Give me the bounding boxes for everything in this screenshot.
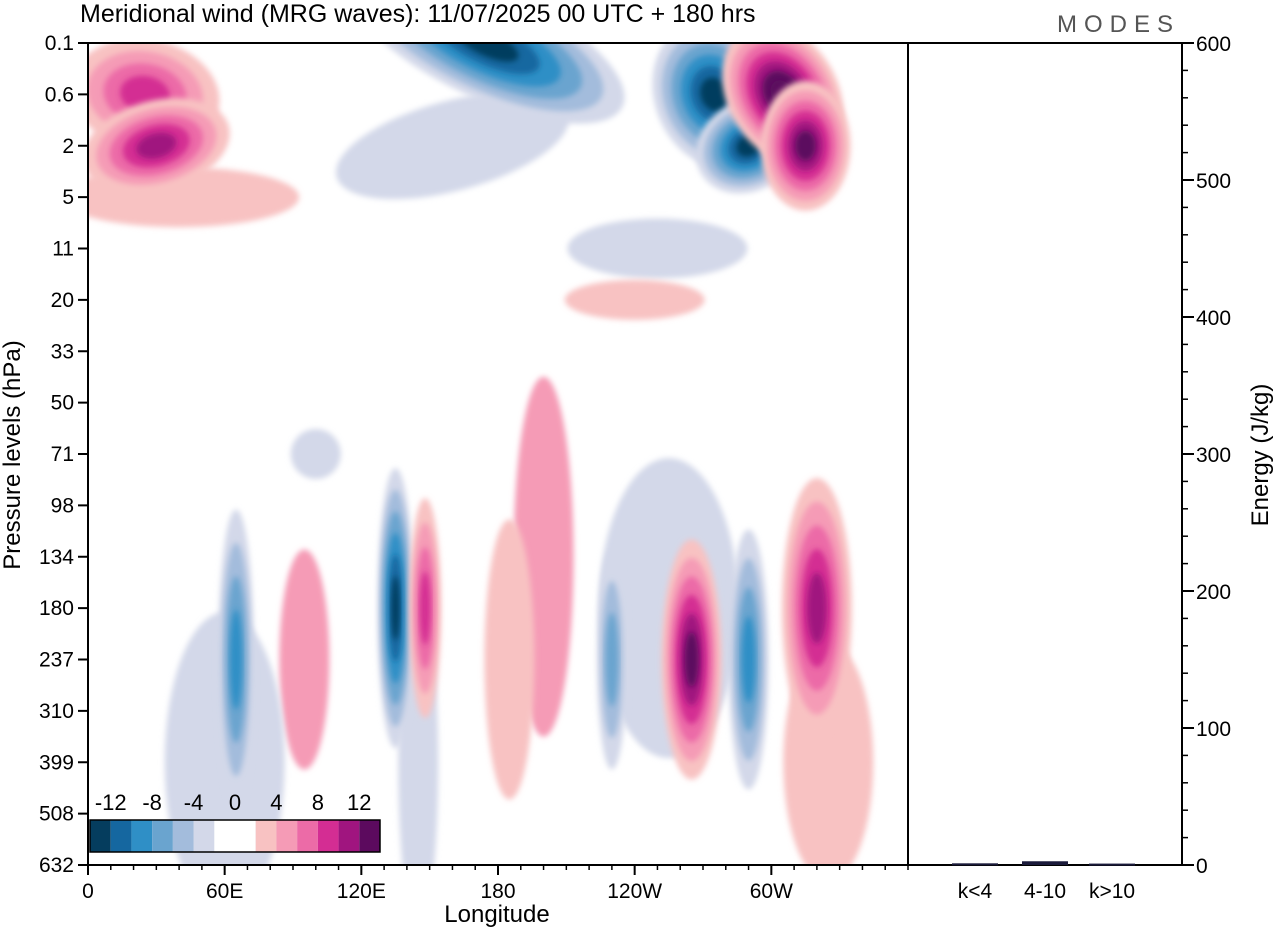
y-tick-label: 5 [62,186,74,209]
colorbar-swatch [317,820,339,852]
energy-tick-label: 0 [1196,855,1208,878]
contour-background [290,429,341,479]
colorbar-swatch [297,820,318,852]
heatmap-plot [87,42,909,866]
contour-feature [88,98,230,194]
contour-feature [409,498,442,719]
energy-category-label: k<4 [958,880,993,903]
contour-level [391,575,400,641]
energy-category-label: 4-10 [1024,880,1066,903]
colorbar-swatch [90,820,111,852]
x-tick-label: 120W [607,880,662,903]
y-tick-label: 237 [39,649,74,672]
contour-feature [661,539,722,780]
energy-bar [952,863,998,866]
chart-title: Meridional wind (MRG waves): 11/07/2025 … [80,0,756,28]
energy-y-axis: 0 100 200 300 400 500 600 [1182,33,1231,878]
contour-feature [218,509,255,810]
contour-level [605,612,619,707]
y-tick-label: 0.6 [45,83,74,106]
energy-tick-label: 400 [1196,307,1231,330]
colorbar-frame [89,819,381,853]
x-tick-label: 60E [206,880,243,903]
contour-feature [377,468,414,749]
energy-category-label: k>10 [1089,880,1135,903]
y-tick-label: 2 [62,135,74,158]
x-axis: 0 60E 120E 180 120W 60W [82,865,909,903]
colorbar-swatch [193,820,215,852]
colorbar: -12 -8 -4 0 4 8 12 [89,790,381,853]
colorbar-swatch [338,820,360,852]
y-tick-label: 0.1 [45,32,74,55]
y-tick-label: 508 [39,803,74,826]
energy-tick-label: 500 [1196,170,1231,193]
contour-level [136,132,177,159]
contour-level [419,571,431,645]
y-tick-label: 632 [39,854,74,877]
energy-frame [907,42,1183,866]
x-tick-label: 120E [337,880,386,903]
x-tick-label: 180 [480,880,515,903]
x-tick-label: 60W [750,880,793,903]
contour-background [564,279,705,320]
colorbar-swatch [131,820,153,852]
y-tick-label: 134 [39,546,74,569]
colorbar-tick-label: 4 [270,790,282,815]
energy-x-axis: k<4 4-10 k>10 [958,880,1135,903]
energy-panel: 0 100 200 300 400 500 600 k<4 4-10 k>10 Energy (… [907,33,1274,903]
colorbar-tick-label: 0 [229,790,241,815]
contour-level [741,616,756,703]
colorbar-tick-label: 12 [347,790,371,815]
y-tick-label: 33 [51,340,74,363]
colorbar-tick-label: -8 [142,790,162,815]
y-tick-label: 399 [39,751,74,774]
contour-level [795,130,816,161]
energy-bar [1089,863,1135,866]
energy-bars [952,861,1135,866]
colorbar-tick-label: -12 [95,790,127,815]
y-axis: 0.1 0.6 2 5 11 20 33 50 71 98 134 180 237 310 399 508 63… [39,32,88,877]
contour-feature [760,80,851,211]
contour-feature [596,549,627,770]
y-axis-label: Pressure levels (hPa) [0,340,26,569]
energy-tick-label: 200 [1196,581,1231,604]
y-tick-label: 180 [39,597,74,620]
contour-level [700,77,729,112]
contour-level [684,631,699,688]
colorbar-tick-label: -4 [184,790,204,815]
energy-tick-label: 600 [1196,33,1231,56]
contour-background [484,519,535,800]
contour-feature [781,478,852,739]
contour-background [335,92,569,200]
contour-level [230,609,243,710]
colorbar-swatch [255,820,277,852]
modes-logo: MODES [1057,11,1180,38]
energy-axis-label: Energy (J/kg) [1247,384,1274,527]
y-tick-label: 310 [39,700,74,723]
colorbar-swatch [152,820,173,852]
contour-level [454,43,519,62]
y-tick-label: 11 [52,238,74,261]
colorbar-swatch [359,820,380,852]
y-tick-label: 98 [51,494,74,517]
colorbar-swatch [214,820,256,852]
contour-field [88,43,874,865]
energy-tick-label: 300 [1196,444,1231,467]
energy-tick-label: 100 [1196,718,1231,741]
y-tick-label: 71 [51,443,74,466]
energy-bar [1022,861,1068,865]
contour-level [807,572,827,644]
contour-background [567,218,748,279]
x-axis-label: Longitude [444,901,549,928]
colorbar-swatch [110,820,132,852]
contour-background [279,549,330,770]
y-tick-label: 20 [51,289,74,312]
colorbar-swatch [172,820,194,852]
y-tick-label: 50 [51,392,74,415]
colorbar-swatch [276,820,298,852]
colorbar-tick-label: 8 [312,790,324,815]
contour-feature [728,529,769,790]
x-tick-label: 0 [82,880,94,903]
